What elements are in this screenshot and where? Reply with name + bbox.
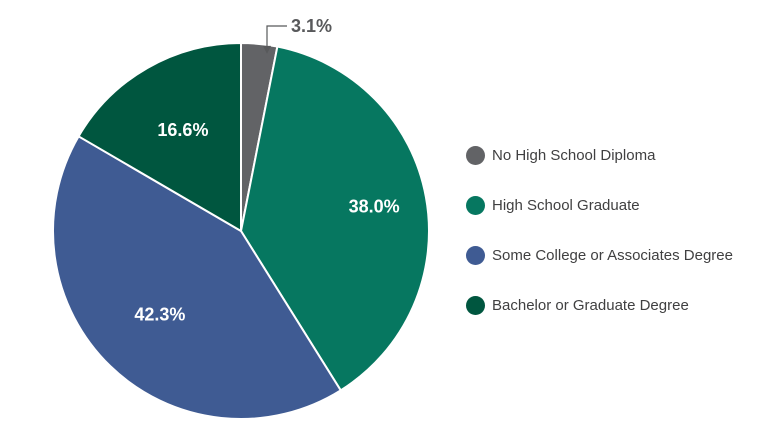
legend-label: Some College or Associates Degree xyxy=(492,247,733,264)
data-label-bachelor-or-graduate-degree: 16.6% xyxy=(157,120,208,140)
legend-label: High School Graduate xyxy=(492,197,640,214)
legend-item-bachelor-or-graduate: Bachelor or Graduate Degree xyxy=(466,293,733,318)
pie-slice-bachelor-or-graduate-degree xyxy=(77,41,242,233)
legend-swatch xyxy=(466,146,485,165)
data-label-some-college-or-associates-degree: 42.3% xyxy=(134,305,185,325)
legend-swatch xyxy=(466,196,485,215)
legend-item-some-college: Some College or Associates Degree xyxy=(466,243,733,268)
legend-swatch xyxy=(466,246,485,265)
legend-swatch xyxy=(466,296,485,315)
legend: No High School Diploma High School Gradu… xyxy=(466,143,733,343)
leader-line xyxy=(266,25,287,50)
legend-item-no-high-school-diploma: No High School Diploma xyxy=(466,143,733,168)
data-label-no-high-school-diploma: 3.1% xyxy=(291,16,332,36)
leader-arrow xyxy=(263,45,271,54)
legend-label: No High School Diploma xyxy=(492,147,656,164)
pie-slice-some-college-or-associates-degree xyxy=(52,134,343,420)
data-label-high-school-graduate: 38.0% xyxy=(349,196,400,216)
legend-item-high-school-graduate: High School Graduate xyxy=(466,193,733,218)
legend-label: Bachelor or Graduate Degree xyxy=(492,297,689,314)
